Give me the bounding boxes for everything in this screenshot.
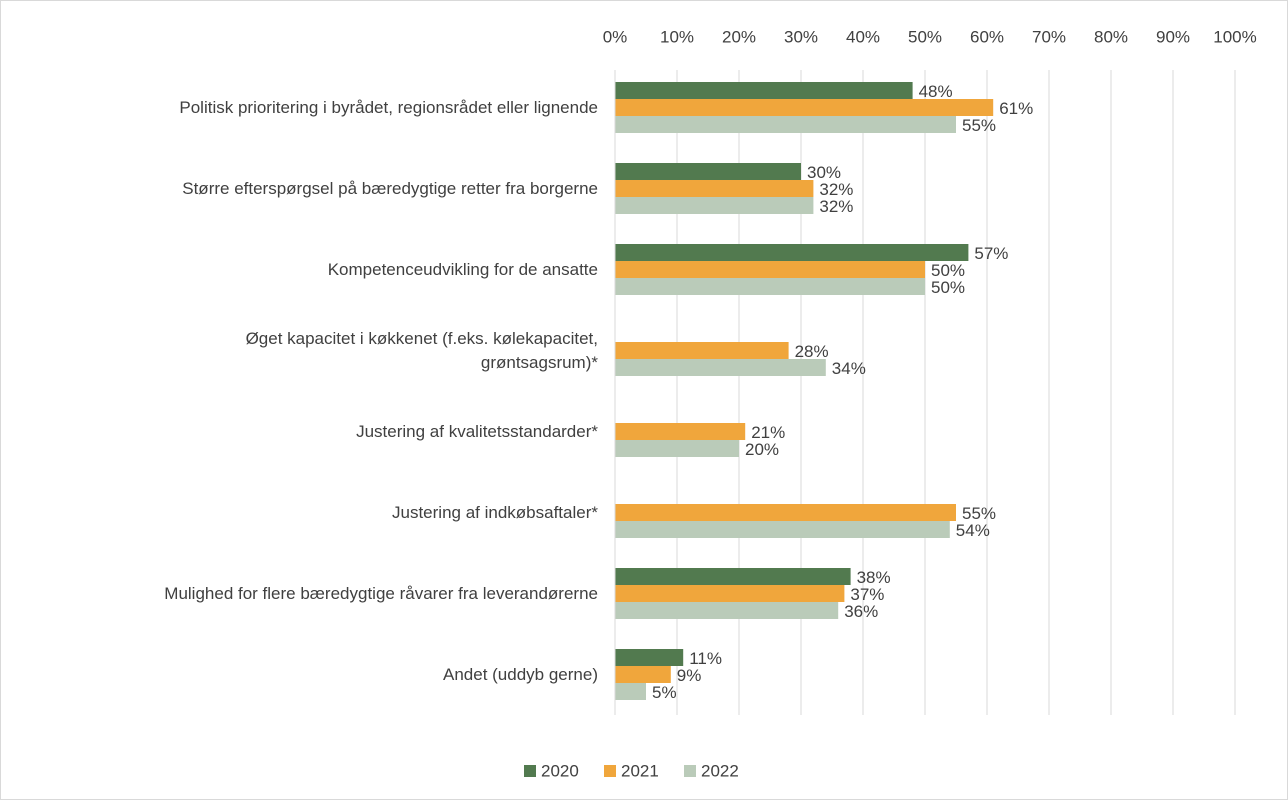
x-tick-label: 60%: [970, 27, 1004, 46]
category-label: Øget kapacitet i køkkenet (f.eks. køleka…: [245, 328, 598, 372]
data-label: 55%: [962, 504, 996, 523]
data-label: 50%: [931, 261, 965, 280]
bar: [615, 666, 671, 683]
bar: [615, 504, 956, 521]
category-label: Mulighed for flere bæredygtige råvarer f…: [164, 583, 598, 603]
x-tick-label: 20%: [722, 27, 756, 46]
data-label: 5%: [652, 683, 677, 702]
legend-swatch: [604, 765, 616, 777]
x-tick-label: 100%: [1213, 27, 1256, 46]
data-label: 55%: [962, 116, 996, 135]
data-label: 61%: [999, 99, 1033, 118]
data-label: 11%: [689, 649, 722, 668]
bar: [615, 683, 646, 700]
bar: [615, 163, 801, 180]
bar: [615, 423, 746, 440]
data-label: 30%: [807, 163, 841, 182]
legend-label: 2022: [701, 761, 739, 780]
data-label: 21%: [751, 423, 785, 442]
data-label: 32%: [819, 197, 853, 216]
data-label: 28%: [795, 342, 829, 361]
data-label: 54%: [956, 521, 990, 540]
bar: [615, 82, 913, 99]
bar: [615, 602, 839, 619]
bar: [615, 359, 826, 376]
data-label: 34%: [832, 359, 866, 378]
data-label: 38%: [857, 568, 891, 587]
data-label: 32%: [819, 180, 853, 199]
data-label: 9%: [677, 666, 702, 685]
data-label: 37%: [850, 585, 884, 604]
x-tick-label: 30%: [784, 27, 818, 46]
data-label: 57%: [974, 244, 1008, 263]
category-label: Politisk prioritering i byrådet, regions…: [179, 97, 598, 117]
bar: [615, 342, 789, 359]
category-label: Kompetenceudvikling for de ansatte: [327, 259, 598, 279]
x-tick-label: 0%: [603, 27, 628, 46]
legend-swatch: [524, 765, 536, 777]
bar: [615, 568, 851, 585]
category-label: Andet (uddyb gerne): [443, 664, 598, 684]
bar: [615, 261, 925, 278]
bar: [615, 99, 994, 116]
x-tick-label: 70%: [1032, 27, 1066, 46]
x-tick-label: 90%: [1156, 27, 1190, 46]
x-tick-label: 40%: [846, 27, 880, 46]
x-tick-label: 10%: [660, 27, 694, 46]
bar: [615, 116, 956, 133]
legend-label: 2021: [621, 761, 659, 780]
x-tick-label: 50%: [908, 27, 942, 46]
legend-label: 2020: [541, 761, 579, 780]
bar: [615, 278, 925, 295]
data-label: 50%: [931, 278, 965, 297]
bar: [615, 649, 684, 666]
bar: [615, 244, 969, 261]
bar: [615, 440, 739, 457]
bar: [615, 585, 845, 602]
data-label: 36%: [844, 602, 878, 621]
legend-swatch: [684, 765, 696, 777]
x-tick-label: 80%: [1094, 27, 1128, 46]
category-label: Justering af kvalitetsstandarder*: [356, 421, 598, 441]
data-label: 48%: [919, 82, 953, 101]
data-label: 20%: [745, 440, 779, 459]
bar: [615, 521, 950, 538]
category-label: Justering af indkøbsaftaler*: [392, 502, 598, 522]
bar: [615, 197, 814, 214]
category-label: Større efterspørgsel på bæredygtige rett…: [182, 178, 598, 198]
bar: [615, 180, 814, 197]
